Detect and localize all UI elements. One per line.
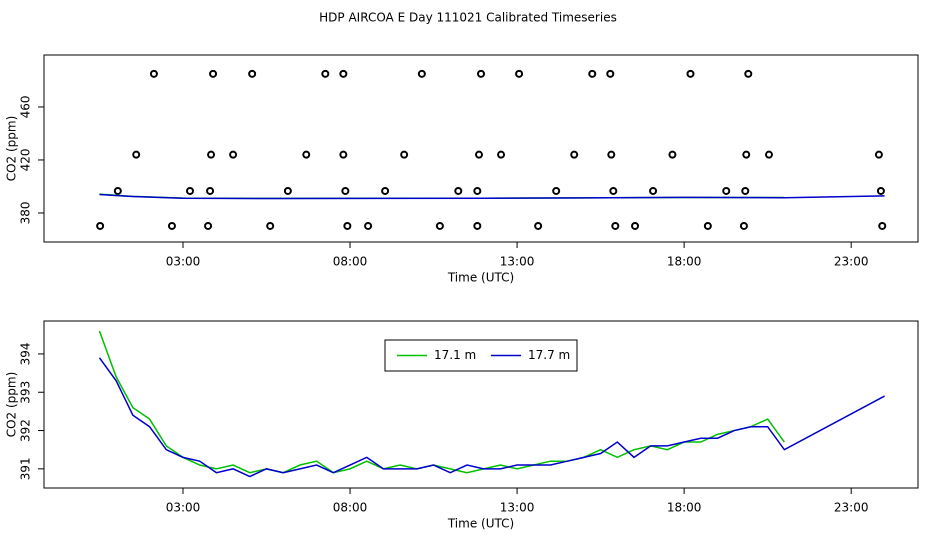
data-point [742, 150, 751, 159]
y-tick-label: 393 [19, 381, 33, 404]
x-tick-label: 08:00 [333, 501, 368, 515]
data-point [668, 150, 677, 159]
data-point [739, 221, 748, 230]
x-tick-label: 13:00 [500, 501, 535, 515]
x-tick-label: 23:00 [834, 501, 869, 515]
data-point [341, 186, 350, 195]
x-tick-label: 13:00 [500, 255, 535, 269]
plot-frame [43, 54, 919, 243]
data-point [206, 186, 215, 195]
legend-label: 17.7 m [528, 348, 570, 362]
data-point [764, 150, 773, 159]
data-point [96, 221, 105, 230]
data-point [607, 150, 616, 159]
data-line [98, 357, 885, 478]
data-point [473, 186, 482, 195]
data-point [474, 150, 483, 159]
data-point [473, 221, 482, 230]
data-point [266, 221, 275, 230]
x-axis-label: Time (UTC) [447, 271, 514, 285]
data-point [435, 221, 444, 230]
data-point [149, 69, 158, 78]
data-point [874, 150, 883, 159]
data-point [321, 69, 330, 78]
data-point [113, 186, 122, 195]
y-tick-label: 394 [19, 342, 33, 365]
data-point [588, 69, 597, 78]
y-axis-label: CO2 (ppm) [5, 116, 19, 182]
data-point [400, 150, 409, 159]
data-point [703, 221, 712, 230]
data-point [417, 69, 426, 78]
y-tick-label: 391 [19, 457, 33, 480]
data-point [381, 186, 390, 195]
data-point [570, 150, 579, 159]
data-point [229, 150, 238, 159]
data-line [98, 330, 785, 474]
figure-title: HDP AIRCOA E Day 111021 Calibrated Times… [319, 11, 617, 25]
data-point [534, 221, 543, 230]
y-tick-label: 392 [19, 419, 33, 442]
x-tick-label: 23:00 [834, 255, 869, 269]
x-tick-label: 18:00 [667, 255, 702, 269]
data-point [302, 150, 311, 159]
y-tick-label: 460 [19, 95, 33, 118]
legend-label: 17.1 m [434, 348, 476, 362]
data-point [204, 221, 213, 230]
data-point [744, 69, 753, 78]
data-point [186, 186, 195, 195]
x-axis-label: Time (UTC) [447, 517, 514, 531]
data-point [283, 186, 292, 195]
data-point [686, 69, 695, 78]
data-point [609, 186, 618, 195]
data-point [497, 150, 506, 159]
y-tick-label: 420 [19, 149, 33, 172]
x-tick-label: 03:00 [166, 501, 201, 515]
data-point [876, 186, 885, 195]
data-point [649, 186, 658, 195]
data-point [343, 221, 352, 230]
data-point [552, 186, 561, 195]
x-tick-label: 18:00 [667, 501, 702, 515]
data-point [339, 69, 348, 78]
data-point [207, 150, 216, 159]
panel: 03:00 08:00 13:00 18:00 23:00 380 420 460 Time (… [5, 54, 919, 285]
x-tick-label: 03:00 [166, 255, 201, 269]
data-point [167, 221, 176, 230]
data-point [741, 186, 750, 195]
data-point [631, 221, 640, 230]
data-point [611, 221, 620, 230]
data-point [454, 186, 463, 195]
data-point [477, 69, 485, 78]
y-tick-label: 380 [19, 202, 33, 225]
y-axis-label: CO2 (ppm) [5, 372, 19, 438]
data-point [209, 69, 218, 78]
data-point [364, 221, 373, 230]
data-point [132, 150, 141, 159]
data-point [722, 186, 731, 195]
panel: 03:00 08:00 13:00 18:00 23:00 391 392 393 394 Tim… [5, 320, 919, 531]
data-point [248, 69, 257, 78]
data-line [99, 193, 885, 200]
data-point [339, 150, 348, 159]
data-point [878, 221, 887, 230]
data-point [606, 69, 615, 78]
plot-frame [43, 320, 919, 489]
data-point [515, 69, 524, 78]
x-tick-label: 08:00 [333, 255, 368, 269]
